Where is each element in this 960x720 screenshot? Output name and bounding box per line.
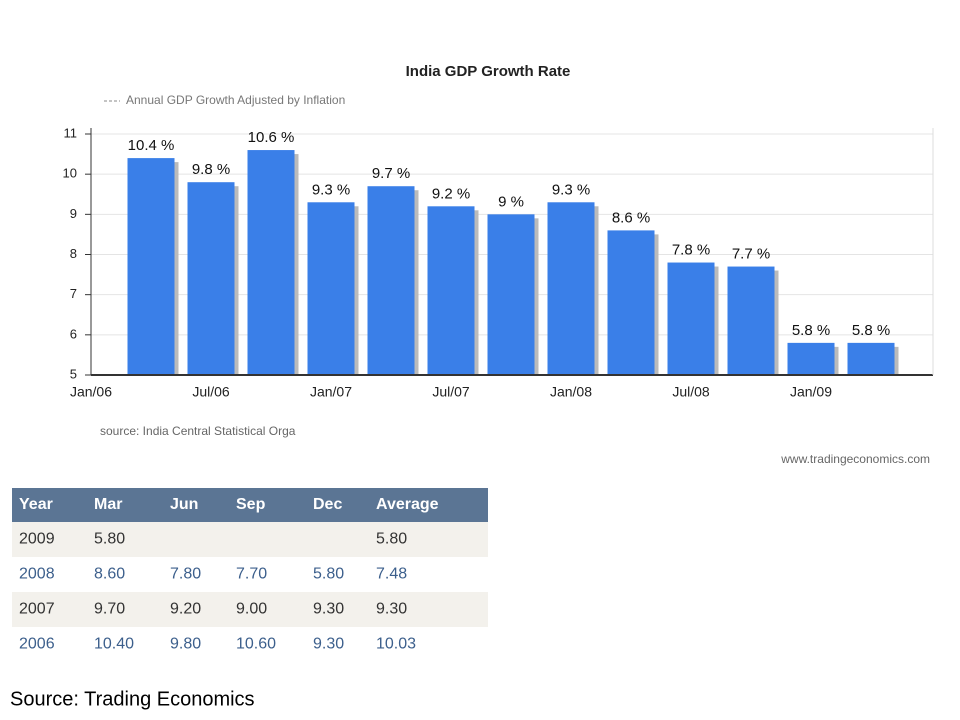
data-label: 9.8 % [192,161,230,178]
x-tick-label: Jan/07 [310,384,352,400]
table-header-cell: Average [376,496,439,513]
table-cell: 2009 [19,531,55,548]
table-cell: 2008 [19,566,55,583]
table-cell: 7.48 [376,566,407,583]
y-tick-label: 5 [70,366,77,381]
x-tick-label: Jul/06 [192,384,230,400]
data-label: 8.6 % [612,209,650,226]
table-row-bg [12,592,488,627]
data-label: 10.4 % [128,137,175,154]
data-label: 9.7 % [372,165,410,182]
y-tick-label: 8 [70,246,77,261]
chart-title: India GDP Growth Rate [406,63,571,80]
bar [427,206,475,375]
data-label: 9 % [498,193,524,210]
table-cell: 5.80 [313,566,344,583]
table-row-bg [12,522,488,557]
bar [187,182,235,375]
table-cell: 5.80 [376,531,407,548]
y-tick-label: 11 [64,125,78,140]
bar [547,202,595,375]
table-header-bg [12,488,488,522]
table-cell: 9.70 [94,601,125,618]
watermark: www.tradingeconomics.com [780,452,930,466]
footer: Source: Trading Economics [10,688,255,710]
table-cell: 9.80 [170,636,201,653]
table-cell: 7.80 [170,566,201,583]
table-header-cell: Jun [170,496,198,513]
table-row-bg [12,557,488,592]
bar [667,262,715,375]
bar [787,342,835,375]
table-cell: 10.40 [94,636,134,653]
data-label: 9.3 % [552,181,590,198]
y-tick-label: 6 [70,326,77,341]
bar [127,158,175,375]
table-header-cell: Dec [313,496,342,513]
table-cell: 9.20 [170,601,201,618]
table-cell: 9.30 [313,601,344,618]
table-cell: 5.80 [94,531,125,548]
table-header-cell: Mar [94,496,122,513]
table-cell: 2007 [19,601,55,618]
x-tick-label: Jul/07 [432,384,470,400]
table-cell: 7.70 [236,566,267,583]
table-header-cell: Sep [236,496,266,513]
y-tick-label: 7 [70,286,77,301]
data-label: 9.2 % [432,185,470,202]
x-tick-label: Jan/06 [70,384,112,400]
table-header-cell: Year [19,496,53,513]
table-row-bg [12,627,488,662]
y-tick-label: 9 [70,206,77,221]
table-cell: 10.03 [376,636,416,653]
bar [847,342,895,375]
bar [367,186,415,375]
table-cell: 9.00 [236,601,267,618]
x-tick-label: Jan/08 [550,384,592,400]
chart-source: source: India Central Statistical Orga [100,424,296,438]
x-tick-label: Jan/09 [790,384,832,400]
bar [487,214,535,375]
data-label: 5.8 % [852,322,890,339]
table-cell: 10.60 [236,636,276,653]
data-label: 7.7 % [732,246,770,263]
data-label: 10.6 % [248,129,295,146]
legend-text: Annual GDP Growth Adjusted by Inflation [126,93,345,107]
table-cell: 2006 [19,636,55,653]
bar [247,150,295,375]
data-label: 5.8 % [792,322,830,339]
bar [307,202,355,375]
table-cell: 9.30 [376,601,407,618]
x-tick-label: Jul/08 [672,384,710,400]
bar [727,266,775,375]
y-tick-label: 10 [63,166,77,181]
bar [607,230,655,375]
table-cell: 9.30 [313,636,344,653]
data-label: 9.3 % [312,181,350,198]
data-label: 7.8 % [672,242,710,259]
table-cell: 8.60 [94,566,125,583]
